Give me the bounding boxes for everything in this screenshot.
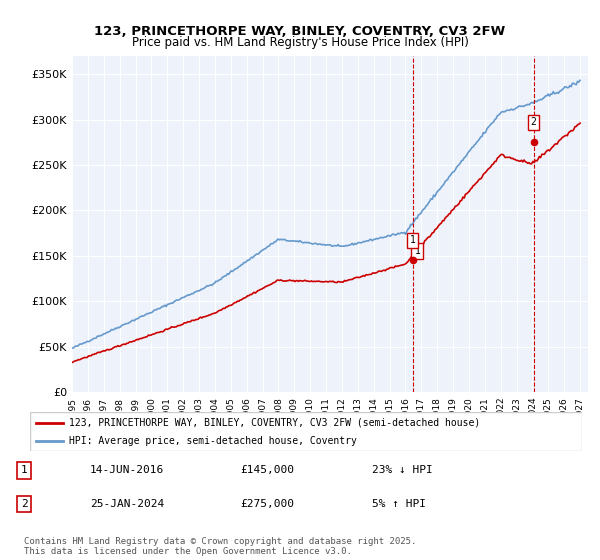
Text: 1: 1 (20, 465, 28, 475)
Point (408, 256, 418, 265)
Point (529, 138, 538, 147)
Text: 1: 1 (415, 246, 420, 256)
Text: 25-JAN-2024: 25-JAN-2024 (90, 499, 164, 509)
Text: 23% ↓ HPI: 23% ↓ HPI (372, 465, 433, 475)
Text: HPI: Average price, semi-detached house, Coventry: HPI: Average price, semi-detached house,… (68, 436, 356, 446)
Text: 5% ↑ HPI: 5% ↑ HPI (372, 499, 426, 509)
Text: Contains HM Land Registry data © Crown copyright and database right 2025.
This d: Contains HM Land Registry data © Crown c… (24, 537, 416, 556)
Text: 2: 2 (530, 117, 536, 127)
Text: 123, PRINCETHORPE WAY, BINLEY, COVENTRY, CV3 2FW (semi-detached house): 123, PRINCETHORPE WAY, BINLEY, COVENTRY,… (68, 418, 480, 428)
Text: £275,000: £275,000 (240, 499, 294, 509)
Text: 14-JUN-2016: 14-JUN-2016 (90, 465, 164, 475)
FancyBboxPatch shape (30, 412, 582, 451)
Text: 1: 1 (410, 235, 415, 245)
Text: Price paid vs. HM Land Registry's House Price Index (HPI): Price paid vs. HM Land Registry's House … (131, 36, 469, 49)
Text: £145,000: £145,000 (240, 465, 294, 475)
Text: 123, PRINCETHORPE WAY, BINLEY, COVENTRY, CV3 2FW: 123, PRINCETHORPE WAY, BINLEY, COVENTRY,… (94, 25, 506, 38)
Text: 2: 2 (20, 499, 28, 509)
